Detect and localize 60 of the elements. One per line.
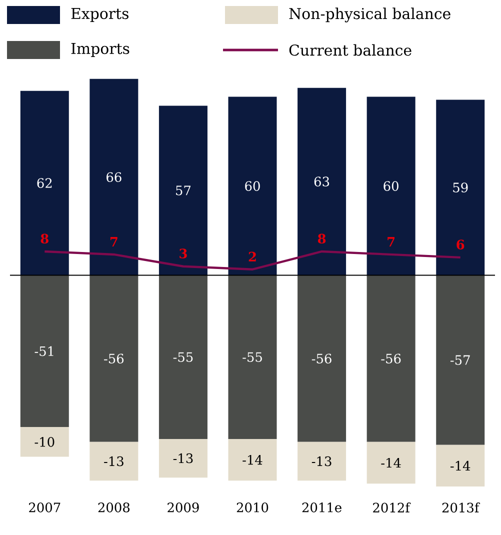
data-label: 6 [456, 240, 464, 250]
legend-label: Exports [71, 8, 128, 22]
data-label: -51 [34, 346, 54, 356]
data-label: -13 [312, 456, 332, 466]
bar [366, 275, 416, 442]
data-label: 7 [388, 237, 395, 246]
bar [228, 438, 277, 481]
bar [298, 275, 346, 442]
legend-label: Current balance [289, 44, 412, 56]
data-label: -14 [450, 460, 470, 471]
bar [436, 444, 485, 487]
data-label: 8 [318, 234, 326, 244]
data-label: -10 [34, 437, 54, 447]
data-label: 63 [314, 176, 330, 186]
data-label: 62 [37, 178, 52, 188]
data-label: -56 [381, 354, 401, 364]
data-label: 3 [180, 248, 187, 258]
bar [298, 88, 346, 276]
bar [90, 78, 138, 276]
x-tick-label: 2011e [302, 502, 342, 512]
x-tick-label: 2008 [98, 502, 130, 512]
x-tick-label: 2013f [442, 502, 480, 513]
x-tick-label: 2007 [29, 502, 60, 512]
bar [298, 442, 346, 481]
x-tick-label: 2012f [373, 502, 411, 513]
bar [228, 275, 277, 439]
bar [20, 90, 69, 276]
bar [436, 100, 485, 276]
data-label: 8 [40, 234, 48, 244]
data-label: -14 [381, 458, 401, 468]
bar [20, 427, 69, 457]
bar [90, 442, 138, 481]
bar [158, 106, 208, 276]
data-label: 59 [453, 182, 468, 192]
bar [158, 438, 208, 478]
data-label: -56 [312, 354, 332, 364]
data-label: -13 [173, 453, 193, 464]
bar [158, 275, 208, 439]
bar [366, 442, 416, 484]
data-label: -55 [242, 352, 262, 362]
data-label: 60 [245, 181, 260, 191]
data-label: -55 [173, 352, 193, 362]
data-label: 7 [110, 237, 118, 246]
data-label: -13 [104, 456, 124, 466]
x-tick-label: 2009 [168, 502, 199, 512]
data-label: 66 [106, 172, 122, 182]
x-tick-label: 2010 [236, 502, 268, 512]
bar [436, 275, 485, 445]
bar [228, 96, 277, 276]
bar [366, 96, 416, 276]
data-label: -57 [450, 355, 470, 365]
bar [90, 275, 138, 442]
legend-label: Non-physical balance [289, 8, 450, 22]
legend-label: Imports [71, 42, 130, 57]
bar [20, 275, 69, 428]
data-label: 2 [248, 252, 256, 262]
data-label: 57 [176, 186, 191, 196]
data-label: -56 [104, 354, 124, 364]
data-label: 60 [384, 181, 398, 191]
data-label: -14 [242, 454, 262, 465]
